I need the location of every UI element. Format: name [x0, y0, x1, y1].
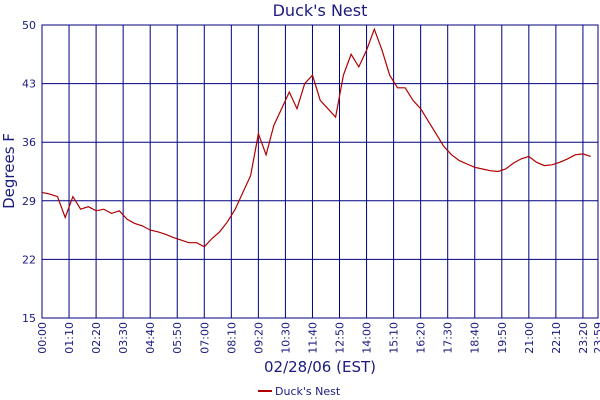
x-tick-label: 00:00: [36, 322, 49, 354]
x-tick-label: 04:40: [144, 322, 157, 354]
y-tick-label: 22: [22, 253, 36, 266]
x-tick-label: 23:59: [592, 322, 600, 354]
plot-area: [41, 24, 599, 319]
line: [41, 27, 591, 248]
x-tick-label: 22:10: [550, 322, 563, 354]
x-tick-label: 19:50: [496, 322, 509, 354]
x-tick-label: 21:00: [523, 322, 536, 354]
x-tick-label: 23:20: [577, 322, 590, 354]
y-tick-label: 15: [22, 312, 36, 325]
legend-label: Duck's Nest: [275, 385, 341, 398]
x-tick-label: 08:10: [225, 322, 238, 354]
x-tick-label: 05:50: [171, 322, 184, 354]
x-tick-label: 10:30: [279, 322, 292, 354]
x-tick-label: 14:00: [361, 322, 374, 354]
y-tick-label: 29: [22, 195, 36, 208]
x-axis-title: 02/28/06 (EST): [264, 358, 376, 376]
chart-title: Duck's Nest: [273, 1, 368, 20]
x-tick-label: 12:50: [334, 322, 347, 354]
x-tick-label: 17:30: [442, 322, 455, 354]
x-tick-label: 01:10: [63, 322, 76, 354]
x-tick-label: 03:30: [117, 322, 130, 354]
x-tick-label: 18:40: [469, 322, 482, 354]
y-tick-label: 50: [22, 19, 36, 32]
y-tick-label: 36: [22, 136, 36, 149]
x-tick-label: 07:00: [198, 322, 211, 354]
x-tick-label: 16:20: [415, 322, 428, 354]
x-tick-label: 09:20: [252, 322, 265, 354]
x-tick-label: 11:40: [306, 322, 319, 354]
x-tick-label: 15:10: [388, 322, 401, 354]
y-tick-label: 43: [22, 78, 36, 91]
y-axis-title: Degrees F: [0, 133, 18, 209]
x-tick-label: 02:20: [90, 322, 103, 354]
